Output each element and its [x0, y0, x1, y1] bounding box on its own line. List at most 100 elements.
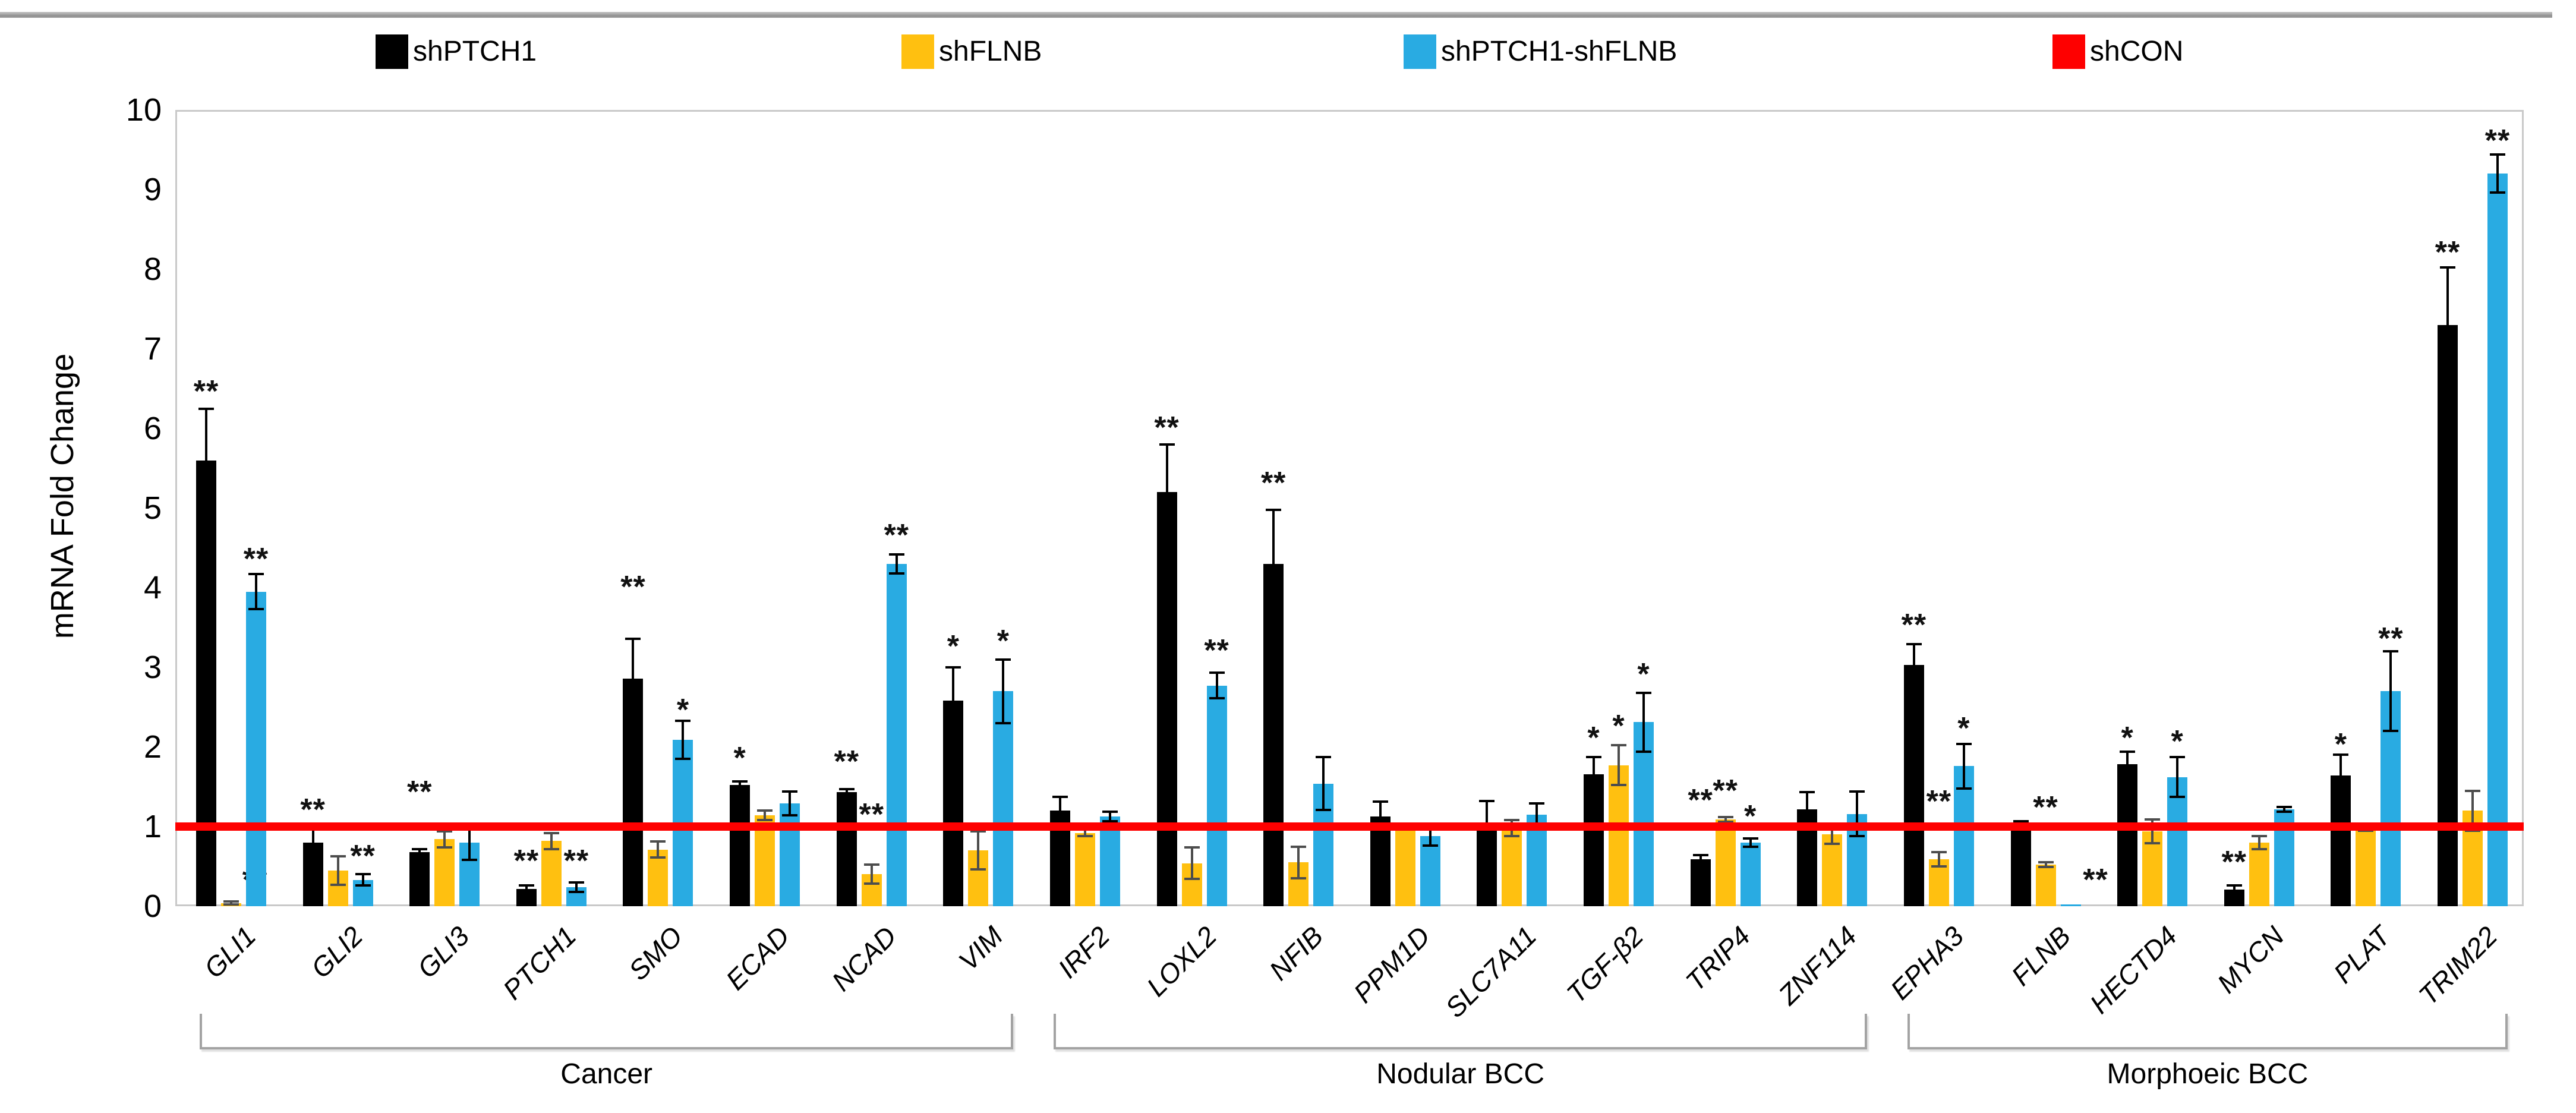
bar-GLI1-shPTCH1-shFLNB	[246, 591, 266, 906]
significance-LOXL2-shPTCH1-shFLNB: **	[1204, 633, 1229, 668]
error-bar-cap	[1586, 789, 1602, 792]
error-bar	[550, 833, 553, 849]
error-bar-cap	[650, 856, 666, 859]
error-bar-cap	[970, 830, 986, 833]
error-bar-cap	[1266, 508, 1282, 511]
group-bracket-Nodular BCC	[1053, 1014, 1868, 1049]
error-bar-cap	[2490, 153, 2505, 156]
error-bar-cap	[888, 553, 904, 556]
error-bar-cap	[863, 882, 879, 885]
error-bar	[845, 789, 848, 796]
error-bar-cap	[1077, 835, 1093, 838]
legend-swatch-shPTCH1-shFLNB	[1404, 34, 1436, 69]
legend-item: shPTCH1-shFLNB	[1404, 34, 1713, 69]
error-bar-cap	[1184, 846, 1200, 849]
bar-NCAD-shPTCH1	[836, 792, 857, 906]
bar-TRIP4-shPTCH1	[1690, 859, 1711, 906]
error-bar-cap	[2465, 789, 2480, 792]
y-tick-label: 2	[143, 729, 162, 765]
error-bar-cap	[1956, 787, 1972, 790]
error-bar-cap	[1102, 810, 1118, 813]
group-bracket-Morphoeic BCC	[1907, 1014, 2508, 1049]
bar-SLC7A11-shFLNB	[1502, 828, 1522, 906]
error-bar	[682, 720, 685, 759]
significance-TGF-β2-shFLNB: *	[1612, 709, 1625, 744]
error-bar	[1215, 673, 1218, 699]
error-bar-cap	[2145, 842, 2161, 845]
error-bar	[255, 574, 257, 610]
error-bar-cap	[248, 608, 264, 611]
error-bar-cap	[462, 859, 478, 862]
error-bar	[1724, 816, 1727, 822]
bar-NCAD-shPTCH1-shFLNB	[886, 563, 907, 906]
error-bar	[205, 408, 207, 512]
error-bar-cap	[1931, 865, 1947, 868]
y-tick-label: 4	[143, 570, 162, 606]
bar-TGF-β2-shFLNB	[1609, 765, 1629, 906]
y-tick-label: 10	[125, 92, 162, 128]
error-bar-cap	[1479, 847, 1495, 850]
error-bar-cap	[995, 721, 1011, 724]
error-bar-cap	[1906, 684, 1922, 687]
significance-EPHA3-shFLNB: **	[1926, 784, 1952, 819]
error-bar-cap	[1209, 697, 1225, 700]
error-bar-cap	[1742, 837, 1758, 840]
error-bar	[2151, 819, 2154, 844]
error-bar	[1912, 644, 1915, 686]
error-bar-cap	[2170, 796, 2186, 799]
error-bar-cap	[1692, 854, 1708, 857]
bar-ECAD-shPTCH1-shFLNB	[780, 803, 800, 906]
error-bar	[1749, 838, 1752, 847]
significance-TRIP4-shFLNB: **	[1713, 773, 1738, 808]
significance-TGF-β2-shPTCH1-shFLNB: *	[1637, 657, 1650, 692]
bar-EPHA3-shPTCH1	[1903, 664, 1924, 906]
legend-swatch-shCON	[2052, 34, 2085, 69]
error-bar-cap	[1956, 742, 1972, 745]
error-bar-cap	[355, 884, 371, 887]
error-bar-cap	[757, 809, 773, 812]
bar-VIM-shPTCH1-shFLNB	[993, 691, 1014, 906]
significance-GLI2-shPTCH1: **	[300, 792, 326, 827]
error-bar	[952, 667, 955, 734]
error-bar-cap	[1184, 878, 1200, 881]
error-bar-cap	[625, 717, 641, 720]
error-bar	[1937, 852, 1940, 866]
error-bar-cap	[543, 831, 559, 834]
error-bar-cap	[863, 863, 879, 866]
error-bar-cap	[945, 733, 961, 736]
error-bar-cap	[1849, 835, 1865, 838]
significance-FLNB-shPTCH1-shFLNB: **	[2083, 862, 2108, 897]
error-bar-cap	[1799, 791, 1815, 794]
error-bar	[2446, 267, 2449, 383]
legend-label: shCON	[2090, 36, 2184, 67]
error-bar-cap	[650, 840, 666, 843]
error-bar-cap	[330, 855, 346, 857]
error-bar-cap	[1159, 443, 1175, 446]
legend-item: shPTCH1	[376, 34, 685, 69]
error-bar	[1831, 825, 1834, 844]
error-bar-cap	[1291, 877, 1307, 880]
top-divider-bar	[0, 12, 2552, 18]
error-bar-cap	[1931, 850, 1947, 853]
error-bar-cap	[1742, 845, 1758, 848]
error-bar-cap	[757, 819, 773, 822]
legend-label: shPTCH1	[413, 36, 537, 67]
error-bar	[1699, 855, 1702, 863]
significance-PTCH1-shPTCH1-shFLNB: **	[563, 843, 589, 878]
significance-NCAD-shPTCH1: **	[834, 745, 859, 780]
significance-EPHA3-shPTCH1-shFLNB: *	[1957, 711, 1970, 746]
legend-label: shPTCH1-shFLNB	[1441, 36, 1678, 67]
error-bar	[418, 849, 421, 856]
legend-swatch-shPTCH1	[376, 34, 408, 69]
error-bar-cap	[1266, 616, 1282, 619]
bar-TRIP4-shPTCH1-shFLNB	[1740, 842, 1761, 906]
error-bar-cap	[1159, 538, 1175, 541]
error-bar-cap	[1692, 862, 1708, 865]
group-bracket-Cancer	[200, 1014, 1014, 1049]
error-bar	[1618, 745, 1620, 786]
error-bar-cap	[1422, 844, 1438, 847]
error-bar-cap	[1209, 671, 1225, 674]
error-bar	[2339, 755, 2342, 797]
error-bar	[1379, 802, 1382, 831]
